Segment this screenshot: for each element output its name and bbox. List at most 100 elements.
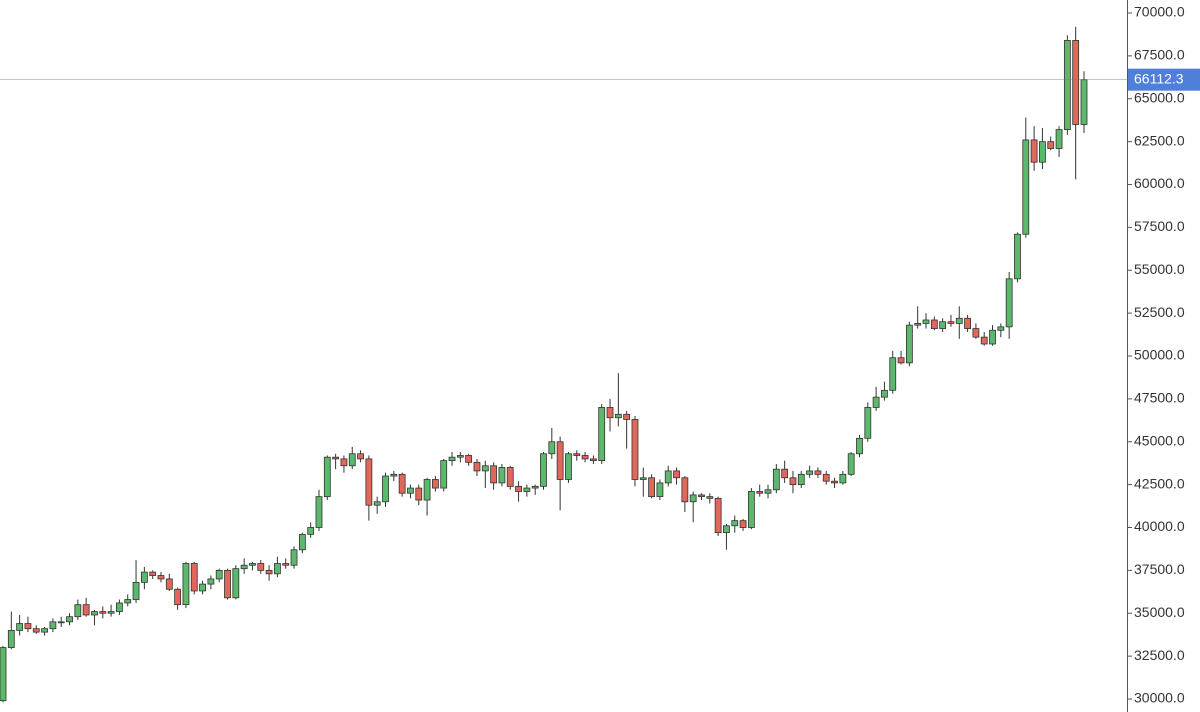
candle-body: [689, 494, 697, 503]
candle-body: [16, 623, 24, 631]
y-tick-label: 35000.0: [1134, 604, 1185, 620]
y-tick-label: 65000.0: [1134, 89, 1185, 105]
candle-body: [797, 473, 805, 486]
y-tick-label: 60000.0: [1134, 175, 1185, 191]
candle-body: [764, 489, 772, 494]
candle-body: [1055, 129, 1063, 149]
candle-body: [199, 583, 206, 592]
candle-body: [897, 357, 905, 364]
candle-body: [390, 473, 398, 477]
candle-body: [315, 496, 323, 528]
candle-body: [498, 467, 506, 484]
candle-body: [232, 568, 240, 599]
candle-body: [989, 329, 996, 345]
candle-body: [190, 563, 198, 592]
candle-body: [723, 525, 730, 534]
candle-body: [282, 563, 290, 566]
candle-body: [614, 413, 622, 419]
y-tick-label: 57500.0: [1134, 218, 1185, 234]
candle-body: [465, 455, 473, 463]
candle-body: [290, 549, 298, 566]
y-tick-label: 37500.0: [1134, 561, 1185, 577]
candle-body: [515, 485, 522, 492]
candle-body: [74, 604, 82, 618]
candle-body: [124, 599, 132, 604]
candle-body: [756, 491, 764, 494]
candle-body: [548, 441, 556, 455]
candle-body: [606, 407, 614, 419]
y-tick-label: 40000.0: [1134, 518, 1185, 534]
candle-body: [165, 578, 173, 590]
candle-body: [207, 578, 215, 585]
candle-body: [589, 458, 597, 462]
candle-body: [382, 475, 389, 503]
candle-body: [623, 413, 631, 420]
candle-body: [706, 496, 714, 499]
candle-body: [947, 321, 955, 324]
candle-body: [997, 326, 1005, 331]
candle-body: [540, 453, 547, 487]
candle-body: [839, 473, 847, 484]
candle-body: [681, 477, 689, 503]
y-tick-label: 50000.0: [1134, 347, 1185, 363]
candle-body: [523, 487, 531, 492]
y-tick-label: 42500.0: [1134, 475, 1185, 491]
candle-body: [57, 621, 65, 624]
candle-body: [348, 453, 356, 467]
candle-body: [157, 575, 165, 580]
candle-body: [731, 520, 739, 527]
candle-body: [91, 611, 98, 616]
candle-body: [556, 441, 564, 480]
y-tick-label: 62500.0: [1134, 132, 1185, 148]
candle-body: [1030, 139, 1038, 163]
candle-body: [1063, 40, 1071, 131]
candle-body: [673, 470, 680, 479]
candle-body: [257, 563, 265, 571]
candle-body: [215, 569, 223, 580]
candle-body: [881, 389, 888, 398]
candle-body: [107, 611, 115, 614]
candle-body: [423, 479, 431, 501]
candle-body: [739, 520, 747, 528]
candle-body: [573, 453, 581, 456]
candle-body: [0, 647, 7, 702]
candle-body: [1022, 139, 1030, 235]
y-tick-label: 47500.0: [1134, 390, 1185, 406]
candle-body: [132, 581, 140, 600]
last-price-box: [1128, 68, 1200, 91]
candle-body: [407, 487, 414, 494]
candle-body: [955, 317, 963, 324]
candle-body: [872, 396, 880, 408]
candle-body: [340, 458, 348, 467]
candle-body: [922, 319, 930, 324]
candle-body: [831, 480, 838, 484]
candle-body: [914, 323, 922, 326]
candle-body: [747, 491, 755, 528]
candle-body: [939, 321, 947, 329]
y-tick-label: 52500.0: [1134, 304, 1185, 320]
candle-body: [656, 482, 664, 498]
candle-body: [99, 611, 107, 614]
candle-body: [116, 602, 123, 612]
candle-body: [648, 477, 655, 498]
candle-body: [7, 630, 15, 648]
candle-body: [864, 407, 872, 439]
y-tick-label: 55000.0: [1134, 261, 1185, 277]
candle-body: [456, 455, 464, 458]
candle-body: [265, 569, 273, 575]
candle-body: [664, 470, 672, 484]
candle-body: [431, 479, 439, 489]
candle-body: [1080, 79, 1088, 125]
candle-body: [66, 616, 73, 623]
candle-body: [972, 328, 980, 338]
candle-body: [1072, 40, 1080, 125]
candle-body: [565, 453, 572, 480]
candle-body: [822, 473, 830, 482]
candle-body: [323, 456, 331, 498]
candle-body: [980, 336, 988, 345]
candle-body: [365, 458, 373, 506]
y-tick-label: 30000.0: [1134, 690, 1185, 706]
candle-body: [440, 460, 448, 489]
